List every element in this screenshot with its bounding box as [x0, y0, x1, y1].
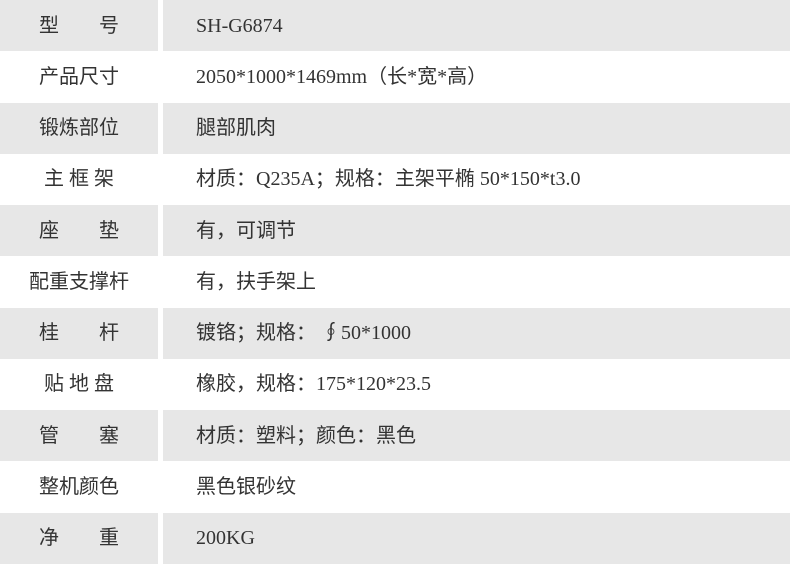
column-divider: [158, 358, 163, 411]
spec-value: 材质：塑料；颜色：黑色: [163, 410, 790, 462]
column-divider: [158, 51, 163, 103]
spec-label: 整机颜色: [0, 461, 158, 513]
spec-label: 配重支撑杆: [0, 256, 158, 308]
spec-label: 锻炼部位: [0, 102, 158, 154]
column-divider: [158, 153, 163, 206]
spec-value: 有，扶手架上: [163, 256, 790, 308]
spec-label: 主 框 架: [0, 153, 158, 206]
table-row: 锻炼部位 腿部肌肉: [0, 102, 790, 154]
column-divider: [158, 461, 163, 513]
table-row: 净 重 200KG: [0, 512, 790, 564]
table-row: 整机颜色 黑色银砂纹: [0, 461, 790, 513]
spec-value: 2050*1000*1469mm（长*宽*高）: [163, 51, 790, 103]
spec-label: 管 塞: [0, 410, 158, 462]
column-divider: [158, 307, 163, 359]
spec-label: 产品尺寸: [0, 51, 158, 103]
column-divider: [158, 102, 163, 154]
table-row: 配重支撑杆 有，扶手架上: [0, 256, 790, 308]
spec-value: 有，可调节: [163, 205, 790, 257]
spec-label: 桂 杆: [0, 307, 158, 359]
column-divider: [158, 256, 163, 308]
spec-value: 橡胶，规格：175*120*23.5: [163, 358, 790, 411]
table-row: 管 塞 材质：塑料；颜色：黑色: [0, 410, 790, 462]
column-divider: [158, 205, 163, 257]
spec-value: SH-G6874: [163, 0, 790, 52]
spec-value: 材质：Q235A；规格：主架平椭 50*150*t3.0: [163, 153, 790, 206]
spec-label: 净 重: [0, 512, 158, 564]
table-row: 主 框 架 材质：Q235A；规格：主架平椭 50*150*t3.0: [0, 153, 790, 206]
table-row: 产品尺寸 2050*1000*1469mm（长*宽*高）: [0, 51, 790, 103]
column-divider: [158, 0, 163, 52]
spec-label: 贴 地 盘: [0, 358, 158, 411]
spec-value: 镀铬；规格： ∮50*1000: [163, 307, 790, 359]
column-divider: [158, 512, 163, 564]
spec-label: 型 号: [0, 0, 158, 52]
table-row: 贴 地 盘 橡胶，规格：175*120*23.5: [0, 358, 790, 411]
spec-value: 200KG: [163, 512, 790, 564]
spec-value: 腿部肌肉: [163, 102, 790, 154]
table-row: 型 号 SH-G6874: [0, 0, 790, 52]
spec-value: 黑色银砂纹: [163, 461, 790, 513]
column-divider: [158, 410, 163, 462]
table-row: 桂 杆 镀铬；规格： ∮50*1000: [0, 307, 790, 359]
table-row: 座 垫 有，可调节: [0, 205, 790, 257]
spec-label: 座 垫: [0, 205, 158, 257]
